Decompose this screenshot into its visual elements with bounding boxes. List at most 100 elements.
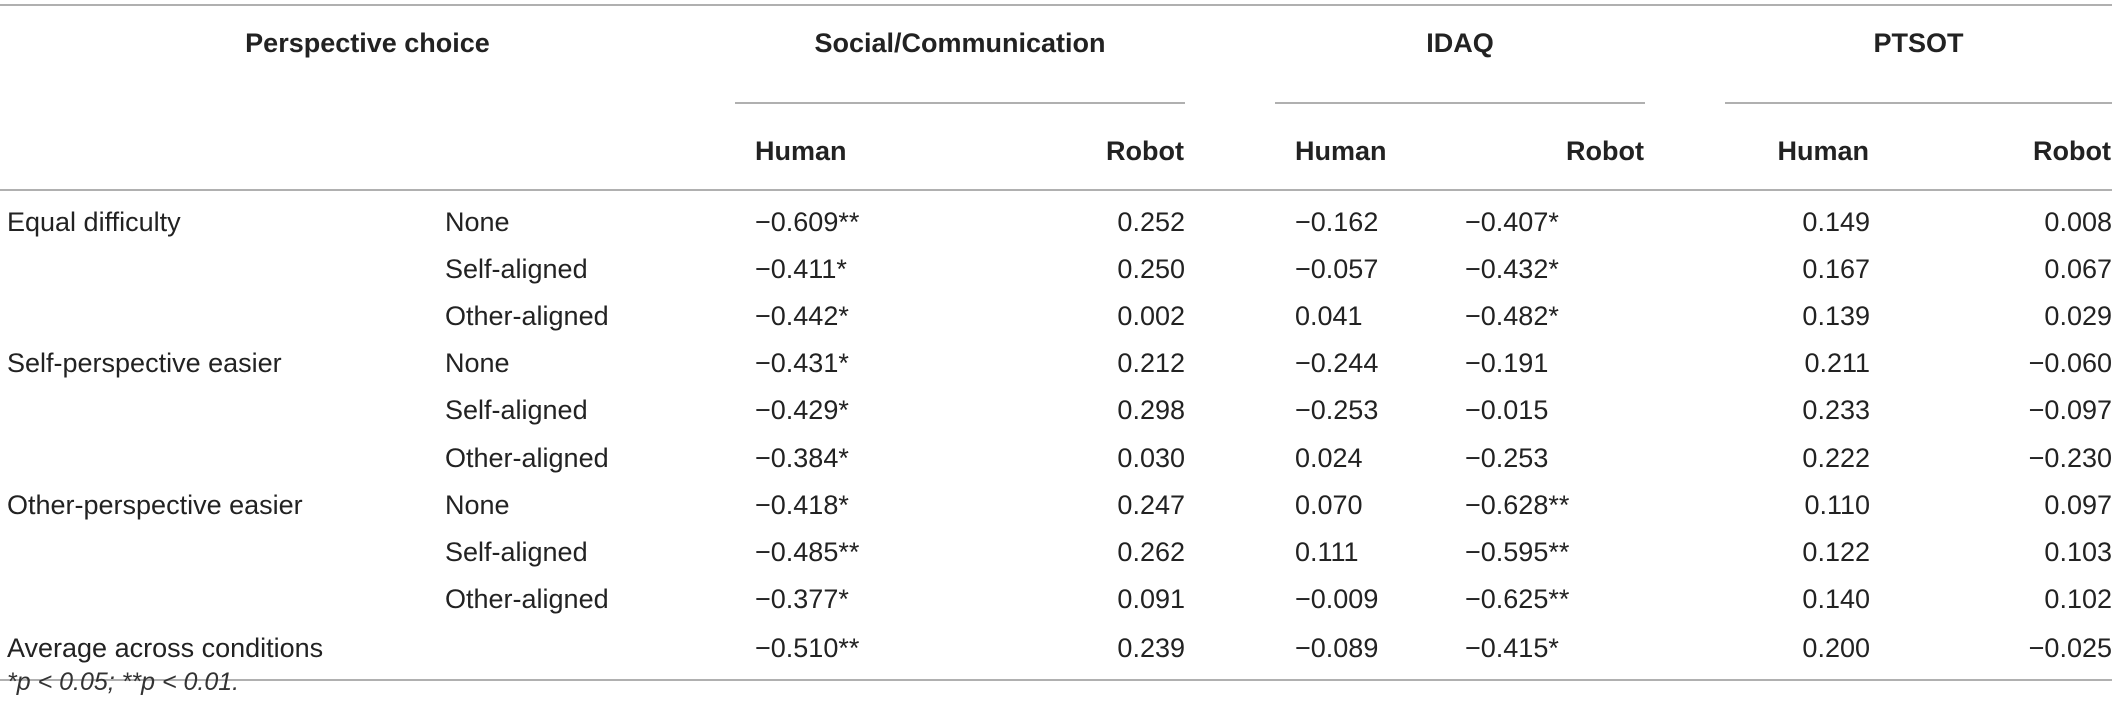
- cell-ptsot-robot: 0.067: [2044, 254, 2112, 285]
- group-header-row: Perspective choice Social/Communication …: [0, 6, 2112, 103]
- header-idaq-human: Human: [1275, 104, 1455, 191]
- cell-social-human: −0.442*: [755, 301, 849, 332]
- table-footnote: *p < 0.05; **p < 0.01.: [7, 668, 240, 696]
- cell-social-human: −0.485**: [755, 536, 860, 567]
- cell-idaq-robot: −0.407*: [1465, 207, 1559, 238]
- row-condition-label: Average across conditions: [0, 622, 445, 681]
- cell-social-robot: 0.030: [1117, 442, 1185, 473]
- table-row: Other-aligned −0.442* 0.002 0.041 −0.482* 0.1…: [0, 293, 2112, 340]
- spacer-cell: [1185, 340, 1275, 387]
- cell-ptsot-human: 0.122: [1802, 536, 1870, 567]
- cell-social-human: −0.429*: [755, 395, 849, 426]
- spacer-cell: [1645, 190, 1725, 246]
- cell-ptsot-robot: 0.097: [2044, 489, 2112, 520]
- row-condition-label: Self-perspective easier: [7, 348, 282, 379]
- cell-ptsot-human: 0.140: [1802, 583, 1870, 614]
- header-social-human: Human: [735, 104, 950, 191]
- spacer-cell: [1185, 622, 1275, 681]
- cell-social-robot: 0.252: [1117, 207, 1185, 238]
- cell-ptsot-human: 0.211: [1804, 348, 1870, 379]
- row-alignment-label: None: [445, 489, 510, 520]
- cell-social-robot: 0.002: [1117, 301, 1185, 332]
- row-alignment-label: None: [445, 348, 510, 379]
- row-condition-label: Equal difficulty: [7, 207, 181, 238]
- cell-ptsot-human: 0.149: [1802, 207, 1870, 238]
- table-row: Average across conditions −0.510** 0.239 −0…: [0, 622, 2112, 681]
- spacer-cell: [1645, 246, 1725, 293]
- cell-social-human: −0.411*: [755, 254, 847, 285]
- row-alignment-label: Other-aligned: [445, 301, 609, 332]
- cell-ptsot-human: 0.110: [1804, 489, 1870, 520]
- row-condition-label: [0, 529, 445, 576]
- row-alignment-label: Self-aligned: [445, 254, 588, 285]
- header-group-social: Social/Communication: [814, 28, 1106, 58]
- cell-idaq-robot: −0.628**: [1465, 489, 1570, 520]
- cell-idaq-robot: −0.191: [1465, 348, 1549, 379]
- header-social-robot: Robot: [950, 104, 1185, 191]
- cell-idaq-robot: −0.482*: [1465, 301, 1559, 332]
- spacer-cell: [1645, 434, 1725, 481]
- row-condition-label: Other-perspective easier: [7, 489, 303, 520]
- cell-ptsot-human: 0.200: [1725, 622, 1870, 681]
- correlation-table: Perspective choice Social/Communication …: [0, 4, 2112, 681]
- cell-social-human: −0.377*: [755, 583, 849, 614]
- header-ptsot-human: Human: [1725, 104, 1870, 191]
- row-alignment-label: Other-aligned: [445, 442, 609, 473]
- spacer-cell: [1185, 434, 1275, 481]
- cell-idaq-human: −0.162: [1295, 207, 1379, 238]
- cell-ptsot-robot: −0.025: [1870, 622, 2112, 681]
- cell-idaq-robot: −0.432*: [1465, 254, 1559, 285]
- header-perspective-choice: Perspective choice: [245, 28, 490, 58]
- cell-social-robot: 0.239: [950, 622, 1185, 681]
- cell-idaq-human: −0.244: [1295, 348, 1379, 379]
- cell-ptsot-robot: −0.230: [2028, 442, 2112, 473]
- table-row: Other-perspective easier None −0.418* 0.247…: [0, 482, 2112, 529]
- cell-ptsot-human: 0.222: [1802, 442, 1870, 473]
- spacer-cell: [1185, 246, 1275, 293]
- row-condition-label: [0, 387, 445, 434]
- cell-ptsot-robot: 0.029: [2044, 301, 2112, 332]
- header-group-ptsot: PTSOT: [1873, 28, 1964, 58]
- cell-idaq-human: 0.024: [1295, 442, 1363, 473]
- table-row: Self-aligned −0.485** 0.262 0.111 −0.595** 0.…: [0, 529, 2112, 576]
- cell-social-robot: 0.247: [1117, 489, 1185, 520]
- cell-ptsot-robot: 0.008: [2044, 207, 2112, 238]
- header-ptsot-robot: Robot: [1870, 104, 2112, 191]
- header-group-idaq: IDAQ: [1426, 28, 1494, 58]
- spacer-cell: [1645, 293, 1725, 340]
- header-idaq-robot: Robot: [1455, 104, 1645, 191]
- cell-social-human: −0.609**: [755, 207, 860, 238]
- table-row: Other-aligned −0.377* 0.091 −0.009 −0.625** 0…: [0, 576, 2112, 623]
- row-condition-label: [0, 434, 445, 481]
- cell-social-robot: 0.091: [1117, 583, 1185, 614]
- row-condition-label: [0, 576, 445, 623]
- row-alignment-label: Other-aligned: [445, 583, 609, 614]
- cell-idaq-robot: −0.253: [1465, 442, 1549, 473]
- table-row: Self-perspective easier None −0.431* 0.212 −…: [0, 340, 2112, 387]
- cell-ptsot-robot: 0.102: [2044, 583, 2112, 614]
- cell-idaq-human: −0.089: [1275, 622, 1455, 681]
- spacer-cell: [1185, 576, 1275, 623]
- cell-social-robot: 0.298: [1117, 395, 1185, 426]
- cell-idaq-human: 0.111: [1295, 536, 1359, 567]
- cell-idaq-robot: −0.595**: [1465, 536, 1570, 567]
- spacer-cell: [1645, 529, 1725, 576]
- spacer-cell: [1185, 190, 1275, 246]
- row-alignment-label: None: [445, 207, 510, 238]
- cell-social-robot: 0.262: [1117, 536, 1185, 567]
- spacer-cell: [1185, 482, 1275, 529]
- spacer-cell: [1645, 387, 1725, 434]
- row-alignment-label: Self-aligned: [445, 536, 588, 567]
- spacer-cell: [1645, 482, 1725, 529]
- cell-social-human: −0.431*: [755, 348, 849, 379]
- table-row: Self-aligned −0.429* 0.298 −0.253 −0.015 0.23…: [0, 387, 2112, 434]
- cell-idaq-robot: −0.625**: [1465, 583, 1570, 614]
- cell-idaq-human: 0.070: [1295, 489, 1363, 520]
- table-row: Other-aligned −0.384* 0.030 0.024 −0.253 0.22…: [0, 434, 2112, 481]
- cell-social-robot: 0.212: [1117, 348, 1185, 379]
- spacer-cell: [1185, 293, 1275, 340]
- cell-social-human: −0.418*: [755, 489, 849, 520]
- table-row: Self-aligned −0.411* 0.250 −0.057 −0.432* 0.1…: [0, 246, 2112, 293]
- cell-idaq-robot: −0.015: [1465, 395, 1549, 426]
